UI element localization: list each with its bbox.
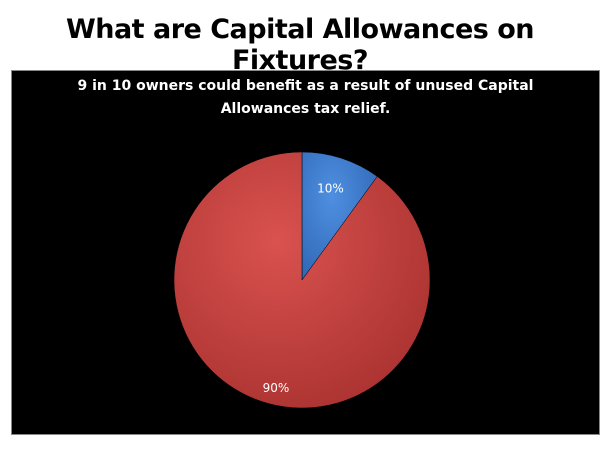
pie-slice-90pct (173, 151, 431, 409)
data-label: 90% (263, 381, 290, 395)
chart-title: 9 in 10 owners could benefit as a result… (12, 75, 599, 121)
chart-title-line: 9 in 10 owners could benefit as a result… (77, 78, 534, 94)
chart-title-line: Allowances tax relief. (220, 101, 391, 117)
pie-slice-10pct (301, 151, 378, 281)
data-label: 10% (317, 181, 344, 195)
page-title: What are Capital Allowances on Fixtures? (65, 14, 535, 76)
